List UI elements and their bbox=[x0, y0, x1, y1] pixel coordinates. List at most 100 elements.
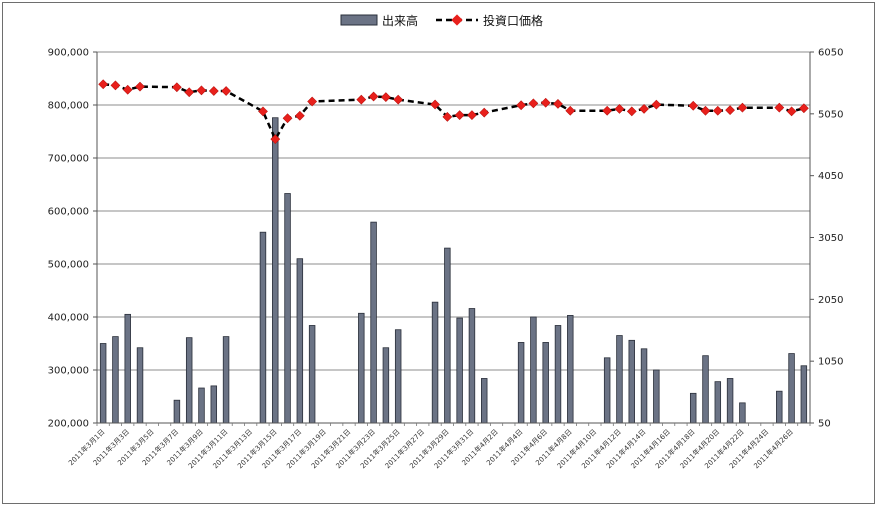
volume-bar bbox=[726, 378, 734, 424]
legend: 出来高 投資口価格 bbox=[340, 13, 543, 28]
volume-bar bbox=[210, 385, 218, 424]
volume-bar bbox=[370, 221, 377, 424]
y-right-tick-label: 50 bbox=[818, 419, 831, 430]
legend-bar-label: 出来高 bbox=[382, 13, 418, 28]
y-right-tick-label: 3050 bbox=[818, 233, 843, 244]
volume-bar bbox=[394, 329, 402, 424]
price-point bbox=[221, 86, 231, 96]
price-point bbox=[479, 107, 490, 118]
price-point bbox=[651, 99, 662, 110]
price-point bbox=[602, 105, 613, 116]
price-point bbox=[786, 106, 797, 117]
price-point bbox=[712, 105, 723, 116]
volume-bar bbox=[99, 343, 107, 424]
volume-bar bbox=[173, 399, 181, 424]
volume-bar bbox=[481, 378, 488, 424]
price-point bbox=[528, 98, 539, 109]
price-point bbox=[626, 106, 637, 117]
volume-bar bbox=[567, 315, 574, 424]
price-point bbox=[208, 86, 219, 96]
volume-bar bbox=[259, 231, 267, 424]
price-point bbox=[122, 84, 133, 95]
price-point bbox=[368, 91, 379, 102]
volume-bars bbox=[99, 117, 808, 424]
volume-bar bbox=[616, 335, 623, 424]
price-point bbox=[380, 92, 391, 102]
volume-bar bbox=[444, 247, 451, 424]
y-left-tick-label: 800,000 bbox=[48, 101, 89, 112]
y-left-tick-label: 700,000 bbox=[48, 154, 89, 165]
volume-bar bbox=[185, 337, 193, 424]
volume-bar bbox=[136, 347, 144, 424]
volume-bar bbox=[554, 325, 562, 424]
volume-bar bbox=[124, 313, 131, 424]
volume-bar bbox=[640, 348, 648, 424]
volume-bar bbox=[296, 258, 304, 424]
volume-bar bbox=[628, 339, 635, 424]
y-left-tick-label: 400,000 bbox=[48, 313, 89, 324]
price-point bbox=[282, 113, 293, 124]
volume-bar bbox=[382, 347, 390, 424]
price-series-line bbox=[102, 82, 805, 142]
price-point bbox=[725, 105, 735, 115]
price-point bbox=[799, 103, 809, 114]
volume-bar bbox=[456, 317, 463, 424]
volume-bar bbox=[542, 342, 549, 424]
y-left-tick-label: 500,000 bbox=[48, 260, 89, 271]
y-right-tick-label: 6050 bbox=[818, 48, 843, 59]
volume-bar bbox=[702, 355, 709, 424]
price-point bbox=[774, 102, 785, 113]
y-right-tick-label: 2050 bbox=[818, 295, 843, 306]
price-point bbox=[454, 110, 465, 120]
volume-bar bbox=[272, 117, 279, 424]
volume-bar bbox=[530, 316, 537, 424]
price-point bbox=[307, 96, 318, 107]
volume-bar bbox=[358, 312, 365, 424]
y-left-tick-label: 300,000 bbox=[48, 366, 89, 377]
legend-line-label: 投資口価格 bbox=[483, 13, 543, 28]
volume-bar bbox=[800, 365, 808, 424]
price-point bbox=[516, 100, 527, 111]
price-point bbox=[294, 110, 305, 121]
price-point bbox=[356, 94, 367, 105]
price-point bbox=[393, 94, 404, 105]
volume-bar bbox=[198, 387, 205, 424]
y-right-tick-label: 1050 bbox=[818, 357, 843, 368]
legend-line-marker bbox=[451, 14, 463, 26]
price-point bbox=[430, 99, 440, 110]
price-point bbox=[98, 79, 109, 90]
volume-bar bbox=[603, 357, 611, 424]
price-point bbox=[614, 103, 625, 114]
price-point bbox=[639, 104, 649, 114]
volume-bar bbox=[284, 193, 291, 424]
volume-bar bbox=[776, 390, 783, 424]
price-point bbox=[540, 97, 551, 108]
price-point bbox=[700, 105, 711, 116]
volume-bar bbox=[517, 342, 525, 424]
volume-bar bbox=[739, 402, 746, 424]
price-point bbox=[737, 102, 748, 113]
volume-bar bbox=[431, 301, 439, 424]
price-point bbox=[467, 110, 477, 120]
volume-bar bbox=[714, 381, 722, 424]
y-left-tick-label: 600,000 bbox=[48, 207, 89, 218]
price-point bbox=[565, 105, 576, 116]
price-point bbox=[270, 134, 281, 145]
price-point bbox=[171, 82, 182, 93]
volume-bar bbox=[308, 325, 316, 424]
price-point bbox=[442, 112, 453, 122]
volume-bar bbox=[222, 336, 230, 424]
volume-bar bbox=[788, 353, 795, 424]
price-point bbox=[196, 85, 207, 96]
price-point bbox=[688, 100, 699, 111]
volume-bar bbox=[112, 336, 119, 424]
legend-bar-swatch bbox=[340, 14, 378, 26]
volume-bar bbox=[653, 369, 660, 424]
y-right-tick-label: 4050 bbox=[818, 171, 843, 182]
y-left-tick-label: 900,000 bbox=[48, 48, 89, 59]
price-line bbox=[98, 79, 809, 145]
y-left-tick-label: 200,000 bbox=[48, 419, 89, 430]
price-point bbox=[184, 87, 195, 98]
volume-bar bbox=[689, 392, 697, 424]
